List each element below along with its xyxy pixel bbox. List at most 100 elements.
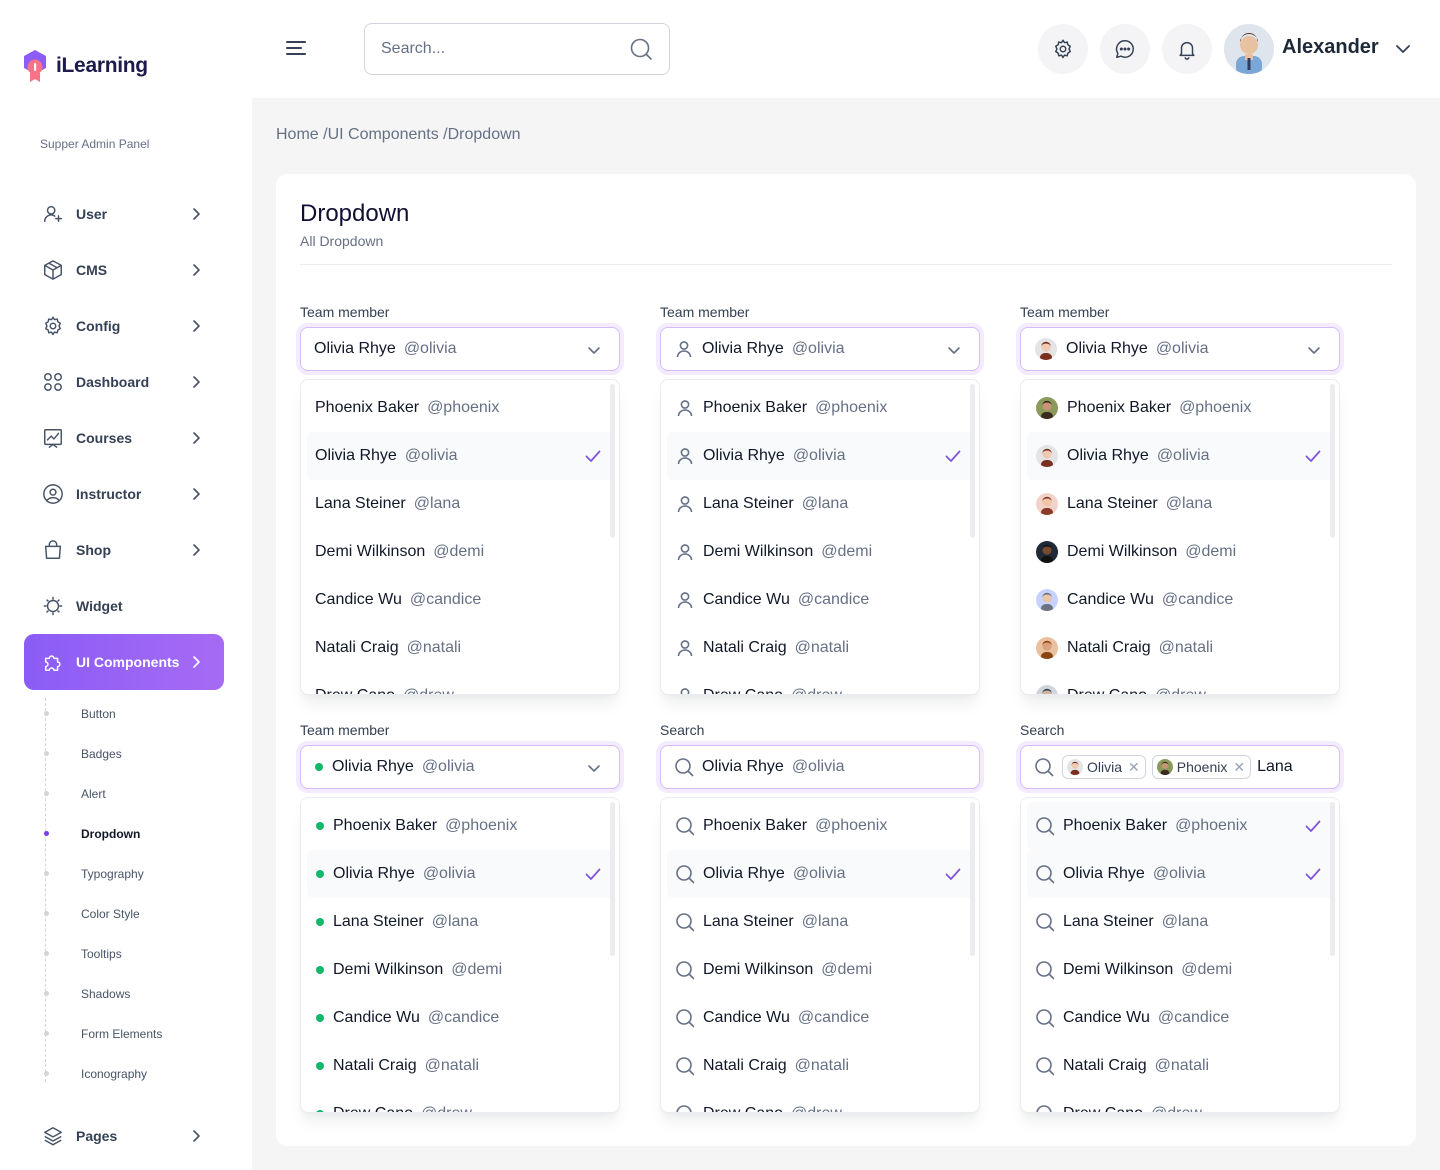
dropdown-option[interactable]: Phoenix Baker @phoenix — [307, 384, 613, 432]
dropdown-trigger[interactable]: Olivia Rhye @olivia — [1020, 327, 1340, 371]
dropdown-option[interactable]: Natali Craig @natali — [667, 624, 973, 672]
selected-tag[interactable]: Phoenix ✕ — [1151, 755, 1252, 779]
dropdown-option[interactable]: Olivia Rhye @olivia — [1027, 850, 1333, 898]
selected-handle: @olivia — [791, 340, 845, 357]
dropdown-menu: Phoenix Baker @phoenix Olivia Rhye @olivia L… — [660, 797, 980, 1113]
avatar — [1036, 541, 1058, 563]
submenu-item-shadows[interactable]: Shadows — [44, 974, 224, 1014]
dropdown-option[interactable]: Candice Wu @candice — [667, 576, 973, 624]
submenu-item-color-style[interactable]: Color Style — [44, 894, 224, 934]
dropdown-option[interactable]: Olivia Rhye @olivia — [307, 850, 613, 898]
selected-tag[interactable]: Olivia ✕ — [1062, 755, 1146, 779]
dropdown-option[interactable]: Drew Cano @drew — [307, 672, 613, 694]
messages-button[interactable] — [1100, 24, 1150, 74]
sidebar-item-courses[interactable]: Courses — [24, 410, 224, 466]
dropdown-option[interactable]: Demi Wilkinson @demi — [667, 528, 973, 576]
search-icon[interactable] — [629, 37, 653, 61]
dropdown-option[interactable]: Phoenix Baker @phoenix — [667, 384, 973, 432]
search-box[interactable] — [364, 23, 670, 75]
sidebar-item-ui-components[interactable]: UI Components — [24, 634, 224, 690]
dropdown-option[interactable]: Lana Steiner @lana — [1027, 898, 1333, 946]
chevron-down-icon[interactable] — [1394, 40, 1412, 58]
chevron-down-icon[interactable] — [1305, 341, 1323, 359]
search-icon — [676, 1009, 695, 1028]
submenu-item-dropdown[interactable]: Dropdown — [44, 814, 224, 854]
sidebar-item-instructor[interactable]: Instructor — [24, 466, 224, 522]
dropdown-option[interactable]: Olivia Rhye @olivia — [667, 432, 973, 480]
submenu-item-button[interactable]: Button — [44, 694, 224, 734]
dropdown-option[interactable]: Drew Cano @drew — [667, 1090, 973, 1112]
dropdown-option[interactable]: Demi Wilkinson @demi — [1027, 946, 1333, 994]
dropdown-option[interactable]: Candice Wu @candice — [307, 994, 613, 1042]
submenu-item-badges[interactable]: Badges — [44, 734, 224, 774]
submenu-item-form-elements[interactable]: Form Elements — [44, 1014, 224, 1054]
dropdown-trigger[interactable]: Olivia Rhye @olivia — [300, 327, 620, 371]
scrollbar[interactable] — [970, 384, 975, 538]
option-handle: @demi — [1185, 543, 1237, 560]
search-query[interactable]: Lana — [1257, 758, 1293, 775]
submenu-item-typography[interactable]: Typography — [44, 854, 224, 894]
scrollbar[interactable] — [1330, 802, 1335, 956]
dropdown-trigger[interactable]: Olivia Rhye @olivia — [660, 327, 980, 371]
user-name[interactable]: Alexander — [1282, 36, 1379, 58]
sidebar-item-cms[interactable]: CMS — [24, 242, 224, 298]
search-input[interactable] — [381, 40, 629, 58]
dropdown-option[interactable]: Phoenix Baker @phoenix — [307, 802, 613, 850]
sidebar-item-config[interactable]: Config — [24, 298, 224, 354]
remove-tag-icon[interactable]: ✕ — [1128, 758, 1140, 775]
dropdown-option[interactable]: Lana Steiner @lana — [667, 898, 973, 946]
dropdown-option[interactable]: Lana Steiner @lana — [307, 480, 613, 528]
sidebar-item-shop[interactable]: Shop — [24, 522, 224, 578]
dropdown-option[interactable]: Natali Craig @natali — [1027, 1042, 1333, 1090]
hamburger-icon[interactable] — [286, 40, 306, 56]
dropdown-option[interactable]: Demi Wilkinson @demi — [307, 528, 613, 576]
scrollbar[interactable] — [1330, 384, 1335, 538]
dropdown-option[interactable]: Demi Wilkinson @demi — [1027, 528, 1333, 576]
settings-button[interactable] — [1038, 24, 1088, 74]
dropdown-option[interactable]: Natali Craig @natali — [307, 1042, 613, 1090]
dropdown-option[interactable]: Drew Cano @drew — [1027, 672, 1333, 694]
dropdown-option[interactable]: Lana Steiner @lana — [667, 480, 973, 528]
logo[interactable]: iLearning — [20, 48, 148, 84]
dropdown-option[interactable]: Drew Cano @drew — [1027, 1090, 1333, 1112]
chevron-down-icon[interactable] — [585, 341, 603, 359]
dropdown-option[interactable]: Phoenix Baker @phoenix — [1027, 802, 1333, 850]
notifications-button[interactable] — [1162, 24, 1212, 74]
user-avatar[interactable] — [1224, 24, 1274, 74]
dropdown-option[interactable]: Lana Steiner @lana — [1027, 480, 1333, 528]
submenu-item-iconography[interactable]: Iconography — [44, 1054, 224, 1094]
dropdown-option[interactable]: Olivia Rhye @olivia — [307, 432, 613, 480]
dropdown-option[interactable]: Lana Steiner @lana — [307, 898, 613, 946]
remove-tag-icon[interactable]: ✕ — [1233, 758, 1246, 775]
dropdown-option[interactable]: Natali Craig @natali — [1027, 624, 1333, 672]
dropdown-option[interactable]: Drew Cano @drew — [307, 1090, 613, 1112]
sidebar-item-user[interactable]: User — [24, 186, 224, 242]
dropdown-option[interactable]: Candice Wu @candice — [1027, 994, 1333, 1042]
dropdown-option[interactable]: Demi Wilkinson @demi — [667, 946, 973, 994]
dropdown-trigger[interactable]: Olivia ✕ Phoenix ✕ Lana — [1020, 745, 1340, 789]
dropdown-option[interactable]: Candice Wu @candice — [1027, 576, 1333, 624]
submenu-item-alert[interactable]: Alert — [44, 774, 224, 814]
dropdown-option[interactable]: Olivia Rhye @olivia — [1027, 432, 1333, 480]
dropdown-option[interactable]: Olivia Rhye @olivia — [667, 850, 973, 898]
dropdown-option[interactable]: Candice Wu @candice — [667, 994, 973, 1042]
dropdown-option[interactable]: Phoenix Baker @phoenix — [1027, 384, 1333, 432]
sidebar-item-widget[interactable]: Widget — [24, 578, 224, 634]
submenu-label: Shadows — [81, 987, 131, 1001]
chevron-down-icon[interactable] — [945, 341, 963, 359]
dropdown-option[interactable]: Drew Cano @drew — [667, 672, 973, 694]
sidebar-item-dashboard[interactable]: Dashboard — [24, 354, 224, 410]
chevron-down-icon[interactable] — [585, 759, 603, 777]
dropdown-option[interactable]: Natali Craig @natali — [667, 1042, 973, 1090]
scrollbar[interactable] — [610, 384, 615, 538]
dropdown-option[interactable]: Phoenix Baker @phoenix — [667, 802, 973, 850]
submenu-item-tooltips[interactable]: Tooltips — [44, 934, 224, 974]
dropdown-trigger[interactable]: Olivia Rhye @olivia — [300, 745, 620, 789]
dropdown-option[interactable]: Natali Craig @natali — [307, 624, 613, 672]
dropdown-trigger[interactable]: Olivia Rhye @olivia — [660, 745, 980, 789]
dropdown-option[interactable]: Demi Wilkinson @demi — [307, 946, 613, 994]
scrollbar[interactable] — [970, 802, 975, 956]
dropdown-option[interactable]: Candice Wu @candice — [307, 576, 613, 624]
scrollbar[interactable] — [610, 802, 615, 956]
sidebar-item-pages[interactable]: Pages — [24, 1108, 224, 1164]
